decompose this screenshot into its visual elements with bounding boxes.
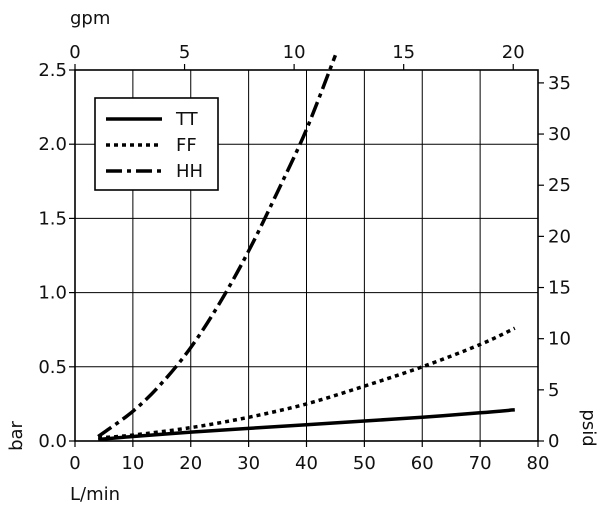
top-tick-label: 15 <box>392 42 415 63</box>
x-tick-label: 30 <box>237 453 260 474</box>
right-tick-label: 25 <box>548 175 571 196</box>
top-axis-label: gpm <box>70 8 110 29</box>
series-line-ff <box>98 326 516 440</box>
x-tick-label: 80 <box>527 453 550 474</box>
y-tick-label: 0.0 <box>38 431 67 452</box>
right-tick-label: 5 <box>548 380 559 401</box>
x-tick-label: 10 <box>121 453 144 474</box>
y-tick-label: 1.0 <box>38 283 67 304</box>
x-tick-label: 70 <box>469 453 492 474</box>
right-tick-label: 30 <box>548 124 571 145</box>
y-tick-label: 1.5 <box>38 208 67 229</box>
top-tick-label: 0 <box>69 42 80 63</box>
legend: TT FF HH <box>94 97 219 191</box>
x-tick-label: 50 <box>353 453 376 474</box>
top-tick-label: 5 <box>179 42 190 63</box>
top-tick-label: 10 <box>283 42 306 63</box>
grid-lines <box>74 69 539 442</box>
legend-label-ff: FF <box>176 135 197 156</box>
y-axis-label: bar <box>6 420 27 450</box>
legend-label-hh: HH <box>176 161 203 182</box>
series-line-tt <box>98 408 515 442</box>
series-line-hh <box>97 54 338 438</box>
legend-label-tt: TT <box>175 109 199 130</box>
right-tick-label: 20 <box>548 226 571 247</box>
y-tick-label: 2.5 <box>38 60 67 81</box>
right-tick-label: 15 <box>548 278 571 299</box>
x-tick-label: 20 <box>179 453 202 474</box>
right-tick-label: 10 <box>548 329 571 350</box>
y-tick-label: 2.0 <box>38 134 67 155</box>
top-tick-label: 20 <box>502 42 525 63</box>
right-tick-label: 35 <box>548 73 571 94</box>
x-tick-label: 40 <box>295 453 318 474</box>
x-tick-label: 60 <box>411 453 434 474</box>
y-tick-label: 0.5 <box>38 357 67 378</box>
right-tick-label: 0 <box>548 431 559 452</box>
x-tick-label: 0 <box>69 453 80 474</box>
right-axis-label: psid <box>578 409 599 446</box>
x-axis-label: L/min <box>70 484 120 505</box>
tick-labels: 0 10 20 30 40 50 60 70 800.00.51.01.52.02.50 5 10 1… <box>38 42 571 474</box>
series-lines <box>97 54 516 442</box>
